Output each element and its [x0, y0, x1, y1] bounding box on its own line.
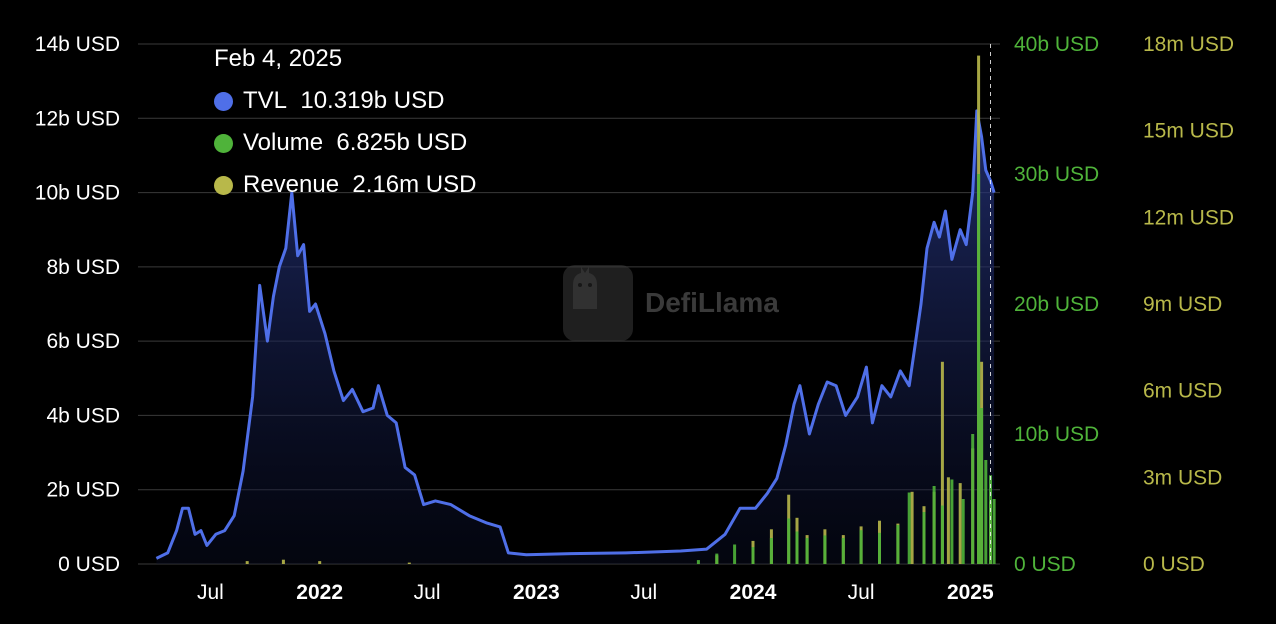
volume-bar — [932, 486, 936, 564]
revenue-bar — [940, 361, 944, 564]
y-tick-label-left: 0 USD — [58, 553, 120, 576]
y-tick-label-left: 10b USD — [35, 182, 120, 205]
volume-bar — [940, 505, 944, 564]
revenue-bar — [407, 562, 411, 564]
volume-bar — [896, 525, 900, 564]
volume-bar — [696, 560, 700, 564]
volume-bar — [992, 499, 996, 564]
y-tick-label-revenue: 9m USD — [1143, 293, 1222, 316]
y-tick-label-volume: 10b USD — [1014, 423, 1099, 446]
legend-value-tvl: 10.319b USD — [300, 87, 445, 114]
revenue-bar — [946, 477, 950, 564]
volume-bar — [907, 492, 911, 564]
x-tick-label: Jul — [848, 581, 875, 604]
legend-row-volume: Volume 6.825b USD — [214, 122, 476, 164]
tvl-line — [155, 109, 996, 560]
y-tick-label-volume: 30b USD — [1014, 163, 1099, 186]
x-tick-label: 2022 — [296, 581, 343, 604]
y-tick-label-left: 2b USD — [46, 479, 120, 502]
legend-label-tvl: TVL — [243, 87, 288, 114]
x-tick-label: 2025 — [947, 581, 994, 604]
y-tick-label-left: 12b USD — [35, 107, 120, 130]
y-tick-label-left: 6b USD — [46, 330, 120, 353]
revenue-bar — [318, 561, 322, 564]
x-tick-label: 2024 — [730, 581, 777, 604]
y-tick-label-volume: 40b USD — [1014, 33, 1099, 56]
legend-row-revenue: Revenue 2.16m USD — [214, 164, 476, 206]
watermark-text: DefiLlama — [645, 287, 779, 318]
volume-bar — [961, 499, 965, 564]
x-tick-label: 2023 — [513, 581, 560, 604]
y-tick-label-revenue: 18m USD — [1143, 33, 1234, 56]
y-tick-label-revenue: 15m USD — [1143, 120, 1234, 143]
volume-bar — [823, 535, 827, 564]
revenue-bar — [958, 483, 962, 564]
volume-bar — [950, 479, 954, 564]
legend-label-volume: Volume — [243, 129, 324, 156]
llama-icon — [563, 265, 633, 341]
y-tick-label-volume: 0 USD — [1014, 553, 1076, 576]
y-tick-label-revenue: 6m USD — [1143, 380, 1222, 403]
legend-label-revenue: Revenue — [243, 171, 340, 198]
legend-row-tvl: TVL 10.319b USD — [214, 80, 476, 122]
y-tick-label-revenue: 0 USD — [1143, 553, 1205, 576]
volume-bar — [971, 434, 975, 564]
volume-bar — [733, 544, 737, 564]
revenue-bar — [245, 561, 249, 564]
volume-bar — [805, 538, 809, 564]
x-tick-label: Jul — [630, 581, 657, 604]
volume-bar — [751, 547, 755, 564]
legend-value-volume: 6.825b USD — [336, 129, 468, 156]
volume-bar — [977, 174, 981, 564]
volume-bar — [878, 532, 881, 564]
revenue-bar — [910, 491, 914, 564]
y-tick-label-left: 4b USD — [46, 404, 120, 427]
y-tick-label-volume: 20b USD — [1014, 293, 1099, 316]
volume-bar — [984, 460, 988, 564]
volume-bar — [922, 512, 926, 564]
y-tick-label-revenue: 12m USD — [1143, 206, 1234, 229]
volume-bar — [769, 538, 773, 564]
volume-bar — [980, 408, 984, 564]
y-tick-label-revenue: 3m USD — [1143, 466, 1222, 489]
volume-bar — [787, 518, 791, 564]
revenue-dot-icon — [214, 175, 233, 195]
volume-dot-icon — [214, 133, 233, 153]
volume-bar — [841, 538, 845, 564]
y-tick-label-left: 14b USD — [35, 33, 120, 56]
x-tick-label: Jul — [197, 581, 224, 604]
legend-value-revenue: 2.16m USD — [352, 171, 477, 198]
volume-bar — [715, 553, 719, 564]
x-tick-label: Jul — [414, 581, 441, 604]
revenue-bar — [281, 559, 285, 564]
volume-bar — [859, 530, 863, 564]
y-tick-label-left: 8b USD — [46, 256, 120, 279]
volume-bar — [795, 531, 799, 564]
watermark: DefiLlama — [563, 265, 779, 341]
tooltip-date: Feb 4, 2025 — [214, 45, 343, 72]
tooltip-legend: Feb 4, 2025 TVL 10.319b USD Volume 6.825… — [214, 38, 476, 206]
tvl-dot-icon — [214, 91, 233, 111]
